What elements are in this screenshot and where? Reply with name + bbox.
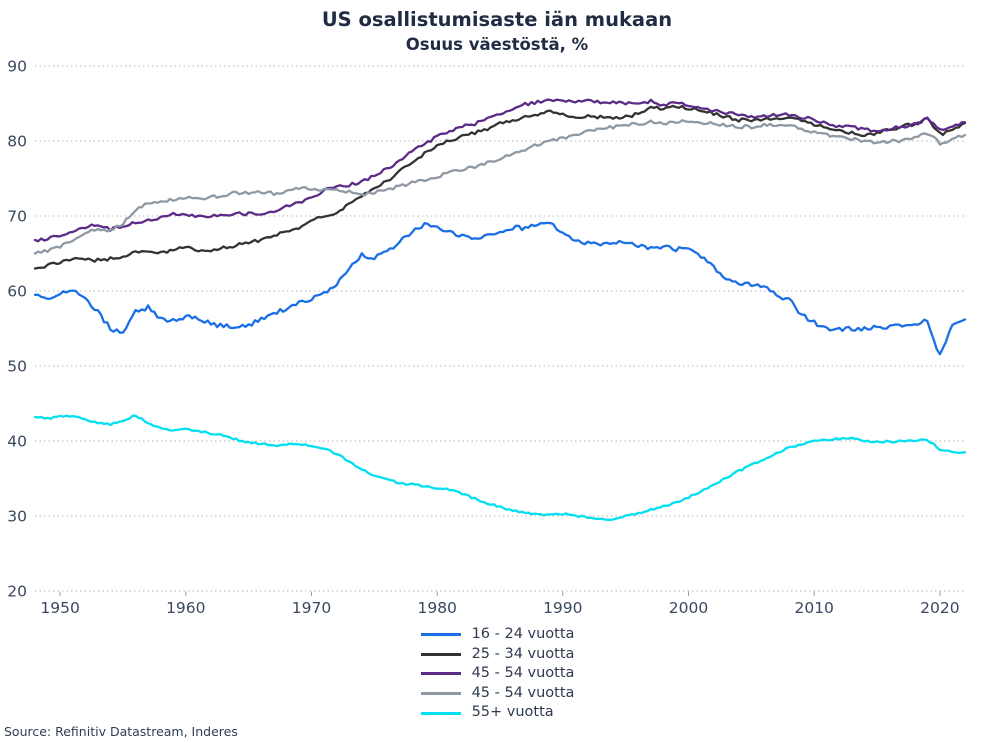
y-tick-label-70: 70 (7, 208, 27, 226)
series-line-16-24-vuotta (33, 221, 967, 356)
chart-title: US osallistumisaste iän mukaan (322, 8, 672, 31)
x-tick-label-1960: 1960 (166, 599, 205, 617)
legend-swatch-line (420, 692, 461, 696)
x-tick-label-1990: 1990 (543, 599, 582, 617)
x-tick-label-2020: 2020 (920, 599, 959, 617)
legend-swatch-line (420, 652, 461, 656)
x-tick-label-1970: 1970 (292, 599, 331, 617)
y-tick-label-40: 40 (7, 433, 27, 451)
y-axis-tick-labels: 20 30 40 50 60 70 80 90 (7, 58, 27, 601)
y-tick-label-50: 50 (7, 358, 27, 376)
legend-item-1: 25 - 34 vuotta (420, 645, 575, 665)
x-axis-tick-labels: 1950 1960 1970 1980 1990 2000 2010 2020 (40, 591, 960, 617)
legend-swatch-line (420, 633, 461, 637)
x-tick-label-2000: 2000 (669, 599, 708, 617)
legend: 16 - 24 vuotta 25 - 34 vuotta 45 - 54 vuot… (420, 625, 575, 723)
legend-item-2: 45 - 54 vuotta (420, 664, 575, 684)
series-line-45-54-vuotta (33, 119, 967, 255)
x-tick-label-1950: 1950 (40, 599, 79, 617)
legend-label: 55+ vuotta (471, 704, 554, 721)
line-chart-canvas: US osallistumisaste iän mukaan Osuus väe… (7, 8, 967, 617)
series-line-55+-vuotta (33, 414, 967, 521)
series-line-25-34-vuotta (33, 104, 967, 270)
source-note: Source: Refinitiv Datastream, Inderes (4, 724, 238, 739)
gridlines (35, 65, 965, 592)
y-tick-label-80: 80 (7, 133, 27, 151)
x-tick-label-2010: 2010 (794, 599, 833, 617)
y-tick-label-30: 30 (7, 508, 27, 526)
series-lines (33, 98, 967, 521)
legend-item-0: 16 - 24 vuotta (420, 625, 575, 645)
legend-item-3: 45 - 54 vuotta (420, 684, 575, 704)
chart-subtitle: Osuus väestöstä, % (406, 35, 589, 54)
y-tick-label-60: 60 (7, 283, 27, 301)
legend-label: 25 - 34 vuotta (471, 645, 575, 662)
legend-swatch-line (420, 672, 461, 676)
series-line-45-54-vuotta (33, 98, 967, 243)
y-tick-label-90: 90 (7, 58, 27, 76)
y-tick-label-20: 20 (7, 583, 27, 601)
legend-label: 45 - 54 vuotta (471, 684, 575, 701)
legend-label: 16 - 24 vuotta (471, 626, 575, 642)
legend-label: 45 - 54 vuotta (471, 665, 575, 682)
x-tick-label-1980: 1980 (417, 599, 456, 617)
legend-item-4: 55+ vuotta (420, 703, 554, 723)
legend-swatch-line (420, 711, 461, 715)
